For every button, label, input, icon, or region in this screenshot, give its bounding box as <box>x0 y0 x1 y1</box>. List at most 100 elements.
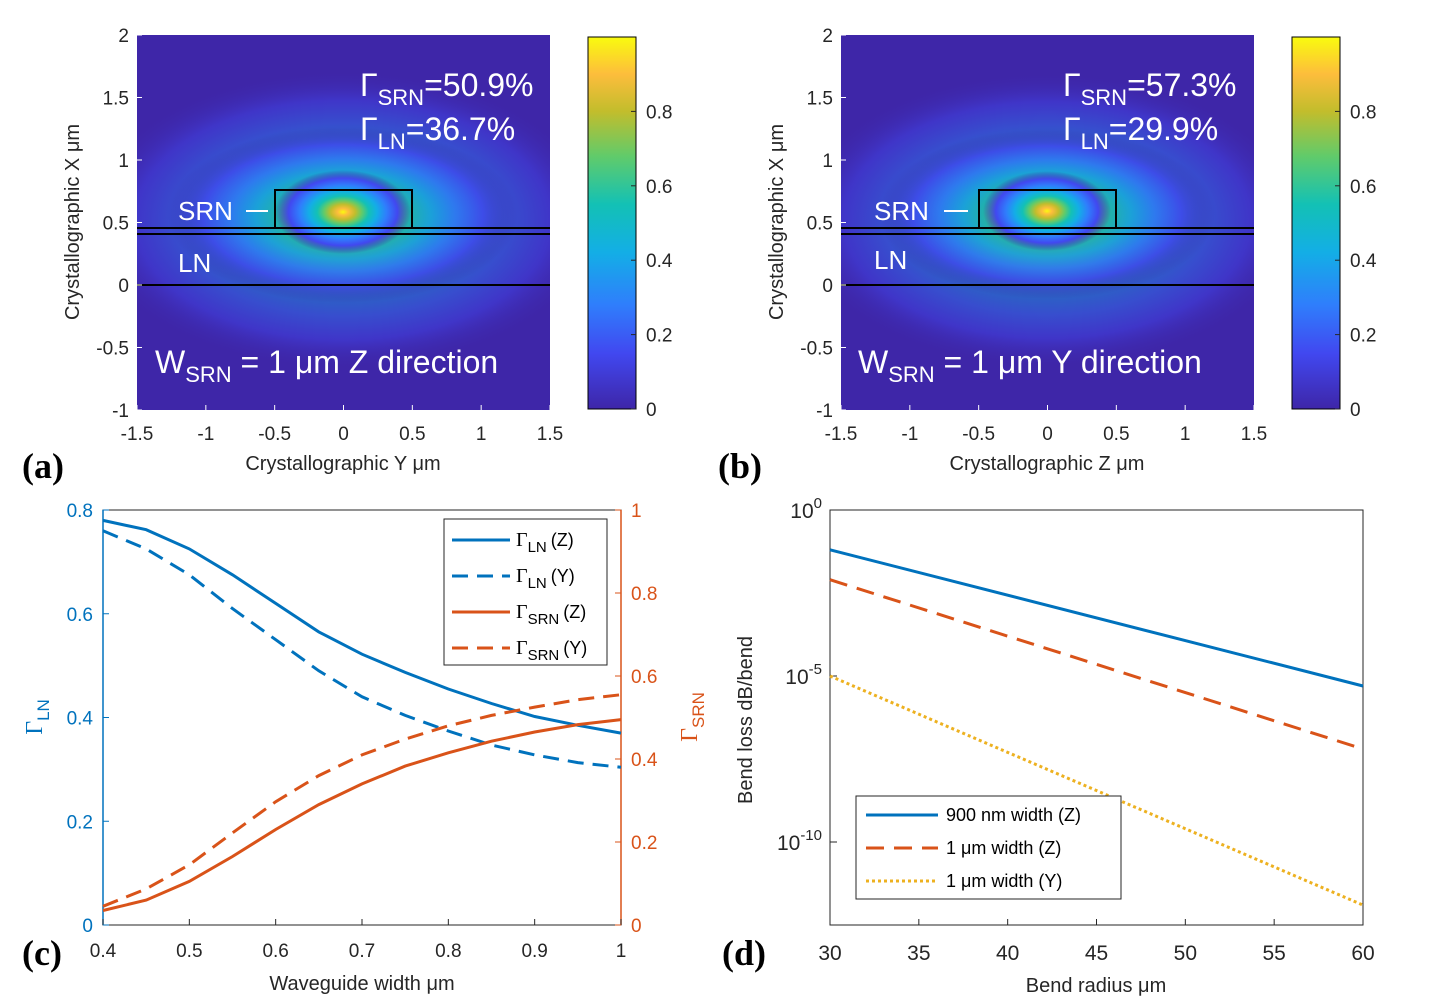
series-line-1 <box>829 578 1364 751</box>
x-tick-label: -1 <box>901 424 918 445</box>
x-tick-label: -1.5 <box>121 424 154 445</box>
series-line-ln-z <box>102 518 622 735</box>
panel-letter-a: (a) <box>22 446 64 486</box>
colorbar-tick-label: 0.4 <box>1350 251 1377 272</box>
y-axis-label-left-c: ΓLN <box>22 699 53 735</box>
y-tick-label: 1 <box>822 151 833 172</box>
legend-entry-label: 1 μm width (Z) <box>946 838 1061 858</box>
x-axis-label-b: Crystallographic Z μm <box>950 453 1145 475</box>
y-tick-label: -1 <box>816 401 833 422</box>
panel-c: 0.4 0.5 0.6 0.7 0.8 0.9 100.20.40.60.800.20.40… <box>22 501 708 995</box>
y-axis-label-d: Bend loss dB/bend <box>735 636 757 804</box>
x-tick-label: 30 <box>818 942 841 965</box>
y-axis-label-a: Crystallographic X μm <box>62 124 84 320</box>
y-left-tick-label: 0.8 <box>67 501 93 522</box>
y-tick-label: 0.5 <box>807 214 833 235</box>
y-left-tick-label: 0.6 <box>67 605 93 626</box>
x-tick-label: -0.5 <box>962 424 995 445</box>
x-tick-label: -0.5 <box>258 424 291 445</box>
x-axis-label-d: Bend radius μm <box>1026 975 1166 997</box>
y-tick-label: 1.5 <box>807 89 833 110</box>
x-tick-label: 35 <box>907 942 930 965</box>
colorbar-tick-label: 0 <box>646 400 657 421</box>
y-right-tick-label: 0 <box>631 916 642 937</box>
legend-entry-label: ΓLN (Z) <box>516 529 574 556</box>
x-tick-label: 45 <box>1085 942 1108 965</box>
x-tick-label: 0 <box>1042 424 1053 445</box>
x-tick-label: 0.8 <box>435 941 461 962</box>
y-tick-label: 0.5 <box>103 214 129 235</box>
axes-d: 30 35 40 45 50 55 60 100 10-5 10-10 <box>777 495 1375 965</box>
y-tick-label: -0.5 <box>800 339 833 360</box>
colorbar-tick-label: 0.2 <box>1350 326 1376 347</box>
series-d <box>829 548 1364 907</box>
x-tick-label: 0.9 <box>521 941 547 962</box>
y-right-tick-label: 0.8 <box>631 584 657 605</box>
axes-a: -1.5 -1 -0.5 0 0.5 1 1.5-1-0.500.511.52 <box>96 26 563 445</box>
y-right-tick-label: 0.2 <box>631 833 657 854</box>
x-tick-label: 60 <box>1351 942 1374 965</box>
x-tick-label: 50 <box>1174 942 1197 965</box>
colorbar-ticks-a: 0 0.2 0.4 0.6 0.8 <box>631 102 673 421</box>
colorbar-ticks-b: 0 0.2 0.4 0.6 0.8 <box>1335 102 1377 421</box>
y-tick-label: 1.5 <box>103 89 129 110</box>
legend-entry-label: 900 nm width (Z) <box>946 805 1081 825</box>
colorbar-tick-label: 0.8 <box>646 102 672 123</box>
y-tick-label: 1 <box>118 151 129 172</box>
colorbar-a <box>587 36 637 410</box>
y-tick-label: 2 <box>822 26 833 47</box>
ln-label: LN <box>874 245 907 275</box>
srn-box <box>274 189 413 228</box>
colorbar-tick-label: 0.6 <box>646 177 672 198</box>
x-axis-label-a: Crystallographic Y μm <box>245 453 440 475</box>
panel-d: 30 35 40 45 50 55 60 100 10-5 10-10 Bend radius μ… <box>722 495 1375 997</box>
series-line-0 <box>829 548 1364 688</box>
series-line-srn-y <box>102 693 622 908</box>
axes-b: -1.5 -1 -0.5 0 0.5 1 1.5-1-0.500.511.52 <box>800 26 1267 445</box>
gamma-ln-annotation: ΓLN=36.7% <box>360 111 515 154</box>
y-right-tick-label: 1 <box>631 501 642 522</box>
gamma-srn-annotation: ΓSRN=57.3% <box>1063 67 1237 110</box>
y-tick-label: -0.5 <box>96 339 129 360</box>
x-tick-label: 1 <box>1180 424 1191 445</box>
x-tick-label: 0.5 <box>176 941 202 962</box>
y-tick-label: 0 <box>822 276 833 297</box>
y-tick-label: 10-5 <box>785 661 822 689</box>
x-tick-label: 1.5 <box>1241 424 1267 445</box>
y-right-tick-label: 0.6 <box>631 667 657 688</box>
series-line-ln-y <box>102 529 622 769</box>
y-tick-label: -1 <box>112 401 129 422</box>
panel-letter-d: (d) <box>722 933 766 973</box>
colorbar-tick-label: 0.4 <box>646 251 673 272</box>
panel-letter-c: (c) <box>22 933 62 973</box>
width-annotation: WSRN = 1 μm Z direction <box>155 344 498 387</box>
legend-c: ΓLN (Z) ΓLN (Y) ΓSRN (Z) ΓSRN (Y) <box>443 518 608 666</box>
colorbar-tick-label: 0.8 <box>1350 102 1376 123</box>
colorbar-tick-label: 0 <box>1350 400 1361 421</box>
y-left-tick-label: 0.2 <box>67 812 93 833</box>
panel-a: SRN LN ΓSRN=50.9% ΓLN=36.7% WSRN = 1 μm … <box>22 26 673 486</box>
x-tick-label: 0.4 <box>90 941 117 962</box>
srn-label: SRN <box>178 196 233 226</box>
legend-entry-label: ΓSRN (Z) <box>516 601 586 628</box>
srn-label: SRN <box>874 196 929 226</box>
y-tick-label: 2 <box>118 26 129 47</box>
x-tick-label: 0.5 <box>1103 424 1129 445</box>
gamma-srn-annotation: ΓSRN=50.9% <box>360 67 534 110</box>
y-axis-label-right-c: ΓSRN <box>677 692 708 742</box>
x-tick-label: 1 <box>476 424 487 445</box>
series-line-srn-z <box>102 718 622 912</box>
y-left-tick-label: 0.4 <box>67 709 94 730</box>
x-axis-label-c: Waveguide width μm <box>269 973 454 995</box>
y-left-tick-label: 0 <box>82 916 93 937</box>
x-tick-label: -1 <box>197 424 214 445</box>
x-tick-label: 0.7 <box>349 941 375 962</box>
legend-box <box>443 518 608 666</box>
gamma-ln-annotation: ΓLN=29.9% <box>1063 111 1218 154</box>
panel-b: SRN LN ΓSRN=57.3% ΓLN=29.9% WSRN = 1 μm … <box>718 26 1377 486</box>
field-peak <box>275 170 411 254</box>
series-c <box>102 518 622 912</box>
srn-box <box>978 189 1117 228</box>
ln-label: LN <box>178 248 211 278</box>
